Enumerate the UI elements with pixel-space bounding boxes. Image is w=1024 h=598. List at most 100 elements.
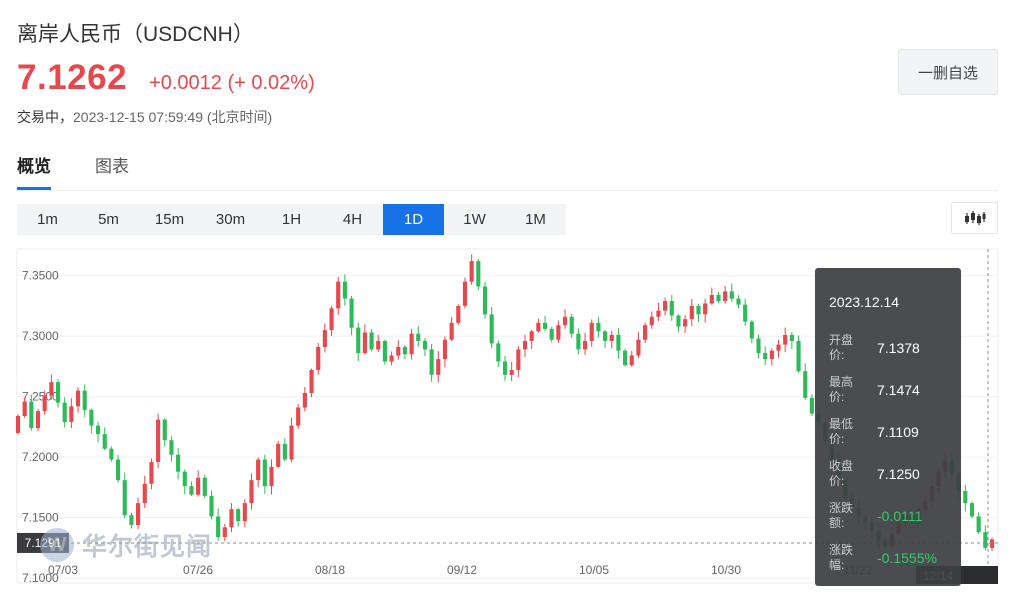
- candle-body: [382, 340, 387, 362]
- candle-body: [469, 261, 474, 282]
- candle-body: [362, 332, 367, 354]
- candle-body: [529, 331, 534, 341]
- candle-body: [336, 281, 341, 309]
- candle-body: [569, 316, 574, 334]
- chart-type-button[interactable]: [951, 202, 998, 234]
- candle-body: [402, 347, 407, 355]
- candle-body: [256, 459, 261, 481]
- candle-body: [329, 308, 334, 331]
- candle-body: [309, 370, 314, 394]
- candle-body: [182, 471, 187, 487]
- period-1mo[interactable]: 1M: [525, 211, 546, 228]
- candle-body: [89, 409, 94, 426]
- candle-body: [55, 382, 61, 403]
- candle-body: [663, 301, 668, 311]
- current-price: 7.1262: [17, 58, 128, 97]
- x-tick-label: 07/03: [48, 563, 78, 577]
- period-5m[interactable]: 5m: [98, 211, 119, 228]
- candle-body: [669, 301, 674, 316]
- y-tick-label: 7.2000: [22, 450, 59, 464]
- tab-chart[interactable]: 图表: [95, 157, 129, 176]
- candle-body: [629, 355, 634, 366]
- trading-status: 交易中，2023-12-15 07:59:49 (北京时间): [17, 107, 272, 127]
- candle-body: [689, 305, 694, 320]
- candle-body: [102, 434, 107, 449]
- period-30m[interactable]: 30m: [215, 211, 246, 228]
- candle-tooltip: 2023.12.14 开盘价: 7.1378 最高价: 7.1474 最低价: …: [815, 268, 961, 586]
- x-tick-label: 10/05: [579, 563, 609, 577]
- trading-timestamp: 2023-12-15 07:59:49 (北京时间): [73, 109, 273, 125]
- candle-body: [456, 305, 461, 323]
- candle-body: [236, 509, 241, 522]
- last-price-label: 7.1291: [25, 536, 62, 550]
- candle-body: [75, 390, 81, 407]
- candle-body: [582, 340, 588, 350]
- candle-body: [189, 486, 194, 495]
- candle-body: [803, 371, 808, 398]
- candle-body: [616, 334, 621, 351]
- candle-body: [269, 466, 274, 487]
- candle-body: [789, 334, 794, 341]
- period-15m[interactable]: 15m: [154, 211, 185, 228]
- candle-body: [15, 416, 21, 433]
- candle-body: [683, 319, 688, 327]
- candle-body: [129, 515, 134, 525]
- period-1m[interactable]: 1m: [37, 211, 58, 228]
- candle-body: [116, 459, 121, 481]
- x-tick-label: 10/30: [711, 563, 741, 577]
- period-1d[interactable]: 1D: [383, 204, 444, 235]
- candle-body: [502, 361, 508, 375]
- candle-body: [122, 480, 127, 516]
- tooltip-row-high: 最高价: 7.1474: [829, 369, 961, 411]
- candle-body: [576, 333, 581, 350]
- candle-body: [976, 516, 981, 533]
- remove-watchlist-button[interactable]: 一删自选: [898, 49, 998, 95]
- candle-body: [623, 350, 628, 366]
- tooltip-row-low: 最低价: 7.1109: [829, 411, 961, 453]
- candle-body: [29, 401, 34, 429]
- tooltip-value: 7.1250: [877, 466, 920, 482]
- tooltip-value: 7.1109: [877, 424, 919, 440]
- candle-body: [723, 291, 728, 302]
- candle-body: [449, 322, 454, 340]
- candle-body: [983, 532, 988, 548]
- candle-body: [589, 322, 594, 341]
- candle-body: [796, 340, 801, 372]
- period-4h[interactable]: 4H: [342, 211, 363, 228]
- tooltip-label: 涨跌幅:: [829, 543, 854, 572]
- candle-body: [69, 406, 74, 423]
- candle-body: [222, 527, 227, 538]
- candle-body: [396, 347, 401, 356]
- candle-body: [296, 407, 301, 426]
- candle-body: [809, 397, 814, 414]
- x-tick-label: 08/18: [315, 563, 345, 577]
- tab-overview[interactable]: 概览: [17, 152, 51, 190]
- candle-body: [156, 419, 161, 462]
- candle-body: [342, 281, 347, 299]
- period-1w[interactable]: 1W: [463, 211, 486, 228]
- candle-body: [729, 291, 734, 299]
- candle-body: [636, 339, 641, 356]
- tooltip-row-change-pct: 涨跌幅: -0.1555%: [829, 537, 961, 579]
- candle-body: [216, 516, 221, 538]
- candle-body: [49, 382, 54, 396]
- candle-body: [696, 305, 701, 315]
- candle-body: [709, 294, 714, 304]
- candle-body: [289, 425, 294, 460]
- period-1h[interactable]: 1H: [281, 211, 302, 228]
- candle-body: [522, 340, 528, 350]
- period-selector: 1m 5m 15m 30m 1H 4H 1D 1W 1M: [17, 204, 566, 235]
- candle-body: [643, 325, 648, 340]
- y-tick-label: 7.1000: [22, 571, 59, 585]
- tooltip-value: 7.1474: [877, 382, 920, 398]
- candle-body: [549, 328, 554, 340]
- candle-body: [562, 316, 568, 326]
- candle-body: [262, 459, 267, 487]
- candle-body: [409, 333, 414, 355]
- price-change: +0.0012 (+ 0.02%): [149, 72, 315, 94]
- y-tick-label: 7.3500: [22, 269, 59, 283]
- candle-body: [316, 347, 321, 371]
- candle-body: [736, 298, 741, 305]
- candle-body: [109, 448, 114, 460]
- candle-body: [749, 321, 754, 339]
